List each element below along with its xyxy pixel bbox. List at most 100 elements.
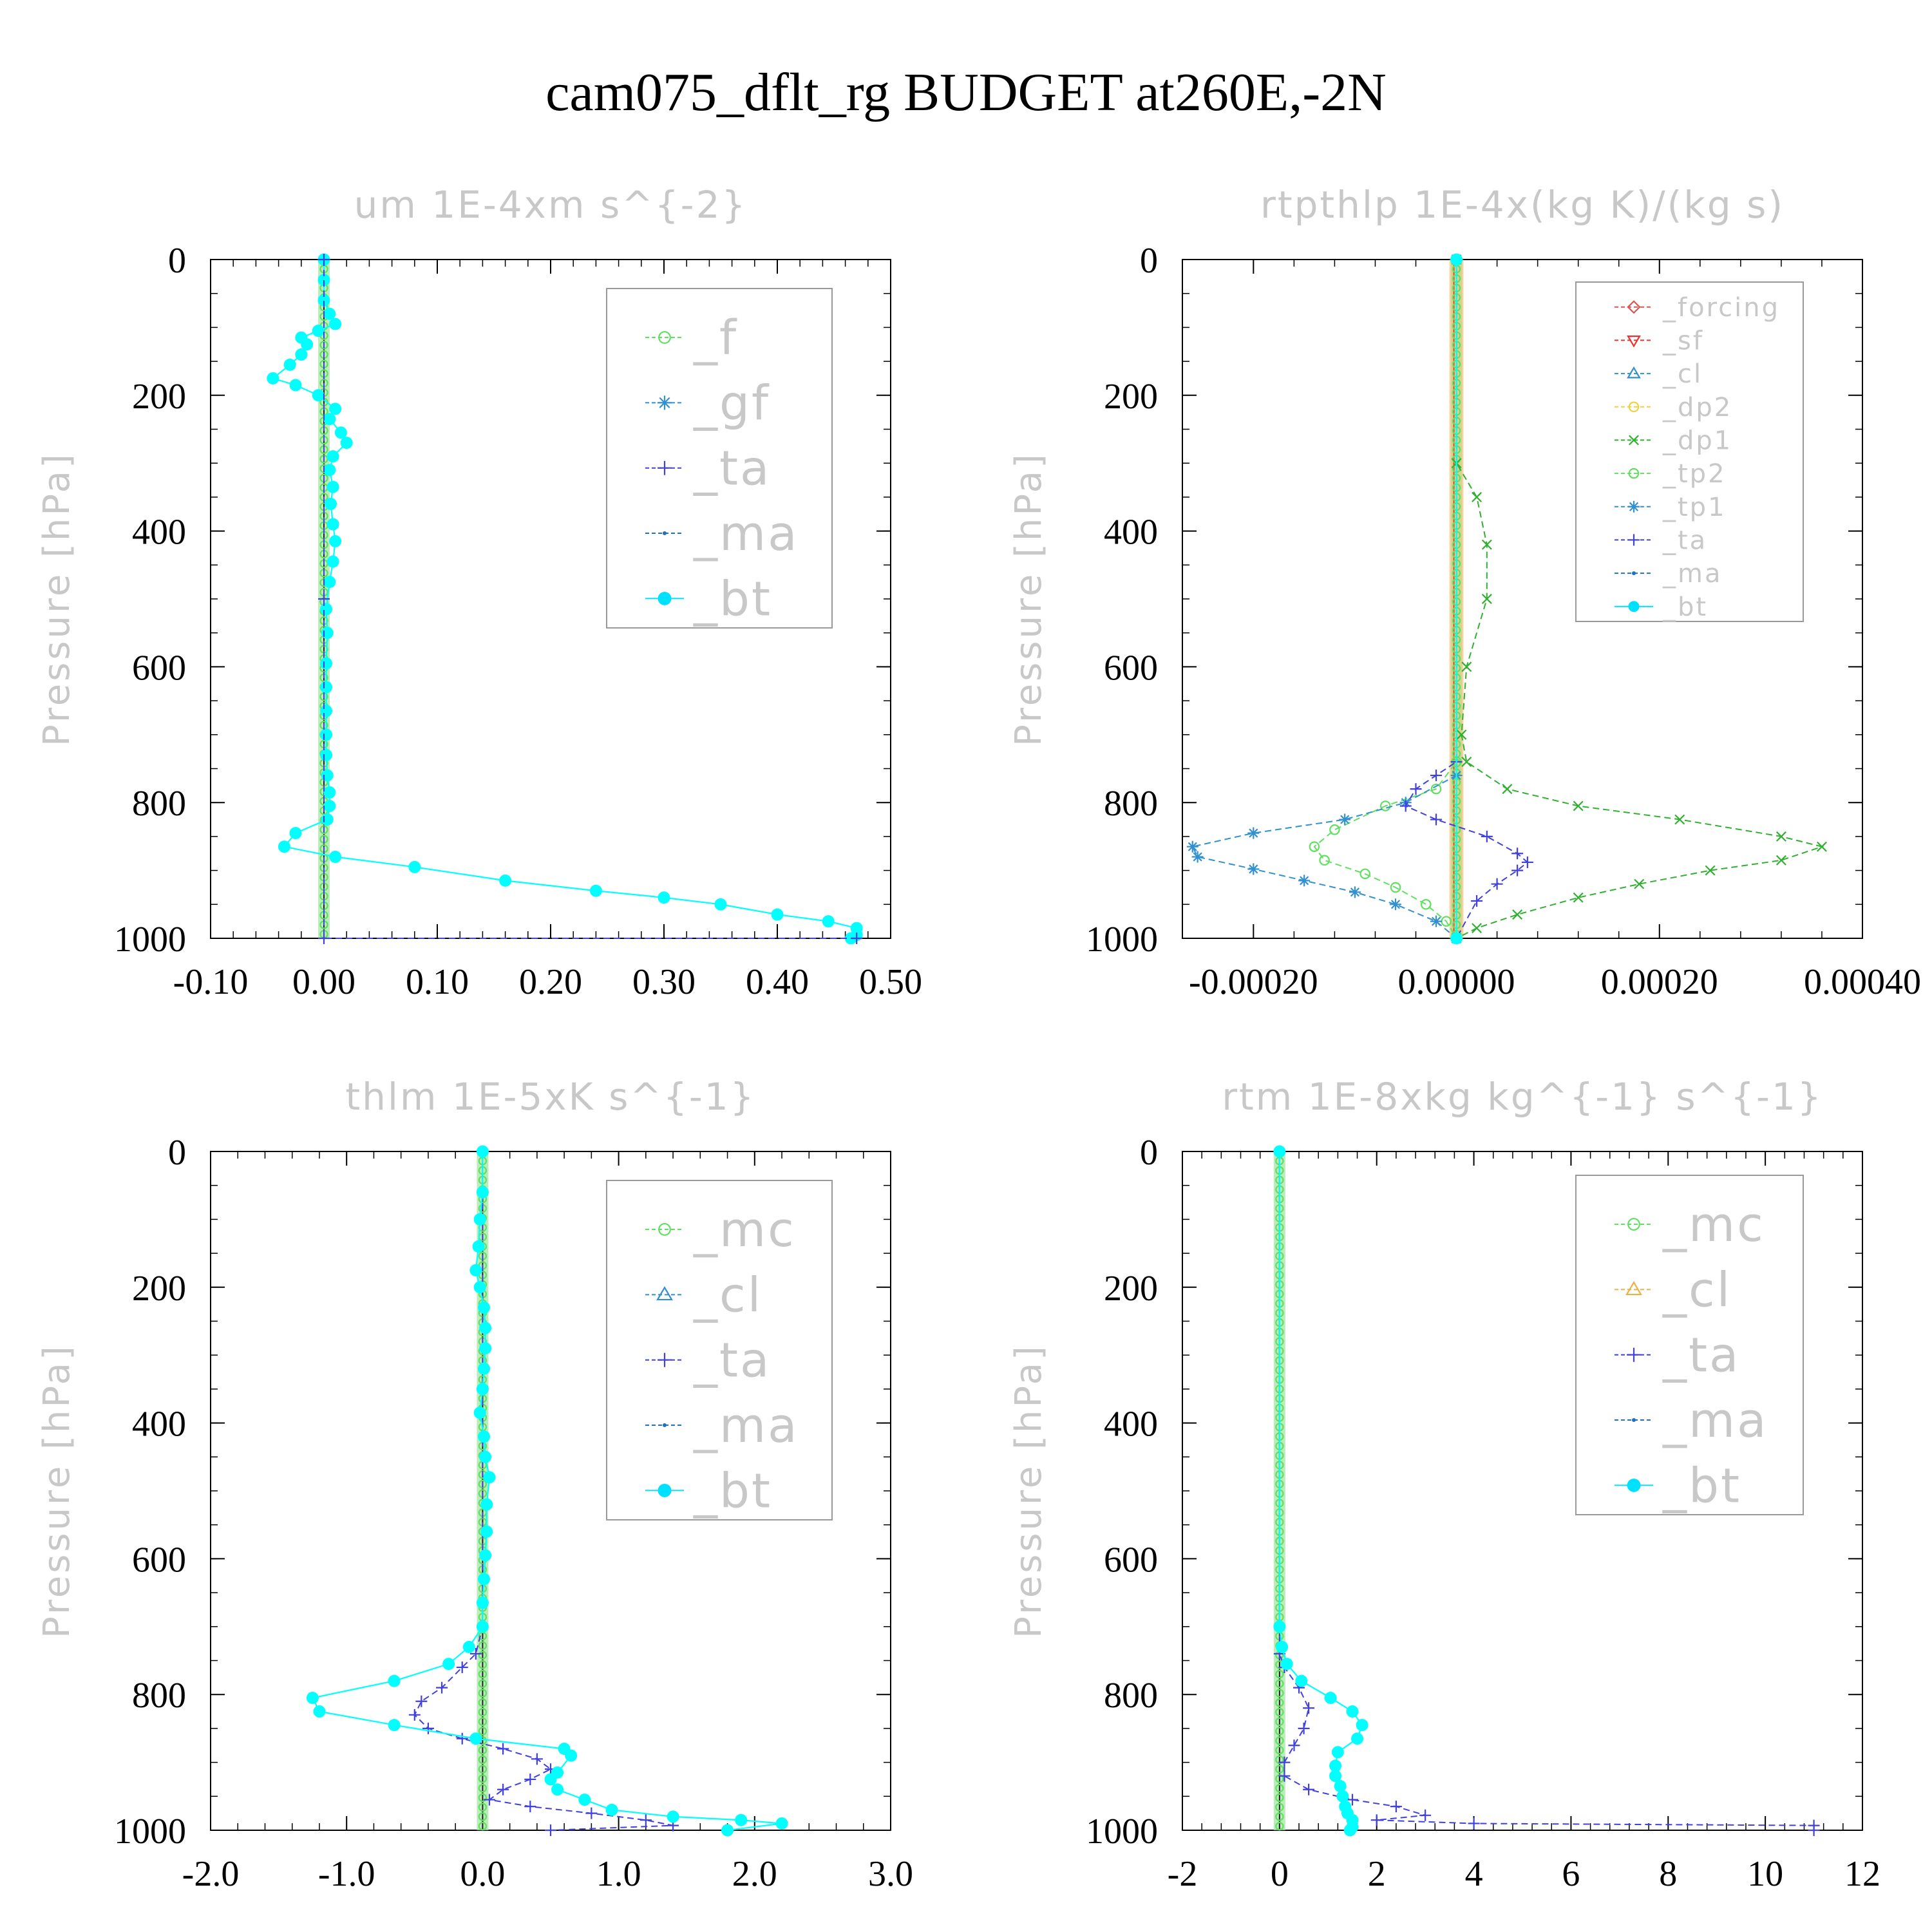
legend-entry: _f [693,310,738,366]
y-tick-label: 400 [132,513,186,553]
data-point-bt [327,450,339,463]
data-point-bt [320,681,333,694]
legend-entry: _dp1 [1662,426,1732,455]
data-point-ta [318,593,330,605]
data-point-dp1 [1816,841,1827,852]
y-tick-label: 800 [132,1676,186,1716]
y-axis-label: Pressure [hPa] [1008,1343,1050,1638]
data-point-bt [473,1213,486,1226]
data-point-ta [1468,1817,1480,1830]
data-point-bt [735,1814,748,1826]
data-point-bt [476,1596,489,1609]
data-point-bt [483,1471,496,1484]
data-point-dp1 [1674,814,1685,825]
data-point-bt [1273,1620,1286,1633]
zero-term-marker [478,1479,488,1489]
data-point-dp1 [1512,909,1523,920]
data-point-dp1 [1481,594,1492,604]
data-point-dp1 [1472,491,1482,502]
data-point-bt [325,497,337,510]
legend-marker [658,1352,672,1367]
data-point-bt [473,1281,486,1294]
data-point-bt [327,480,339,493]
data-point-bt [317,294,330,307]
data-point-bt [278,840,290,853]
data-point-bt [578,1794,591,1806]
y-tick-label: 800 [132,784,186,824]
data-point-bt [317,274,330,287]
data-point-bt [408,860,421,873]
data-point-tp2 [1379,800,1391,811]
data-point-ta [497,1783,509,1795]
legend-box [1575,281,1804,622]
data-point-tp1 [1191,851,1204,863]
legend-entry: _cl [1662,359,1703,389]
x-tick-label: -2 [1168,1854,1198,1894]
legend-box [606,288,833,629]
legend-marker [1628,534,1640,546]
data-point-bt [775,1817,788,1830]
legend-entry: _bt [1662,1458,1741,1513]
data-point-dp1 [1461,756,1472,767]
data-point-bt [320,603,333,616]
data-point-dp1 [1573,800,1584,811]
series-line-bt [1278,1151,1363,1831]
data-point-bt [1346,1705,1359,1718]
zero-term-marker [1275,1698,1284,1707]
data-point-ta [531,1753,543,1765]
data-point-bt [721,1824,734,1837]
data-point-bt [329,535,342,547]
data-point-bt [323,799,336,812]
zero-term-marker [1275,1717,1284,1727]
x-tick-label: -2.0 [182,1854,240,1894]
y-tick-label: 1000 [1086,920,1158,960]
x-tick-label: 1.0 [596,1854,641,1894]
legend-entry: _ma [1662,1393,1768,1448]
data-point-ta [1278,1756,1291,1768]
zero-term-marker [478,1698,488,1707]
series-line-tp2 [1313,260,1457,939]
data-point-bt [327,555,339,568]
data-point-ta [1511,848,1524,860]
data-point-bt [476,1383,489,1396]
series-line-ta [413,1151,674,1831]
data-point-bt [479,1450,492,1463]
legend-marker [1629,435,1639,446]
y-tick-label: 0 [1140,241,1158,281]
x-tick-label: -0.00020 [1189,962,1318,1002]
data-point-bt [1324,1691,1337,1704]
zero-term-marker [1275,1736,1284,1745]
legend-marker [1628,500,1640,513]
data-point-ta [1390,1801,1402,1813]
y-tick-label: 200 [132,377,186,417]
data-point-dp1 [1502,784,1513,795]
x-tick-label: 0.00 [292,962,355,1002]
data-point-bt [301,338,314,351]
legend-marker [1628,401,1640,413]
data-point-bt [283,358,296,371]
zero-term-marker [478,1803,488,1812]
legend-entry: _bt [693,1463,772,1519]
zero-term-marker [319,341,328,350]
x-tick-label: -1.0 [318,1854,375,1894]
data-point-bt [323,576,336,589]
zero-term-marker [478,1660,488,1669]
y-tick-label: 600 [1104,1540,1158,1580]
data-point-bt [442,1658,455,1671]
data-point-ta [1288,1739,1300,1752]
zero-term-marker [1275,1812,1284,1821]
zero-term-marker [478,1745,488,1755]
y-tick-label: 400 [1104,1405,1158,1444]
data-point-ta [422,1722,434,1734]
panel-title: thlm 1E-5xK s^{-1} [345,1075,755,1119]
zero-term-marker [478,1812,488,1821]
data-point-tp2 [1359,868,1371,880]
y-tick-label: 0 [1140,1133,1158,1173]
figure-title: cam075_dflt_rg BUDGET at260E,-2N [545,62,1387,122]
data-point-bt [462,1640,475,1653]
legend-marker [1627,366,1641,379]
y-axis-label: Pressure [hPa] [36,451,78,746]
legend-entry: _ta [1662,526,1707,555]
zero-term-marker [1275,1689,1284,1698]
